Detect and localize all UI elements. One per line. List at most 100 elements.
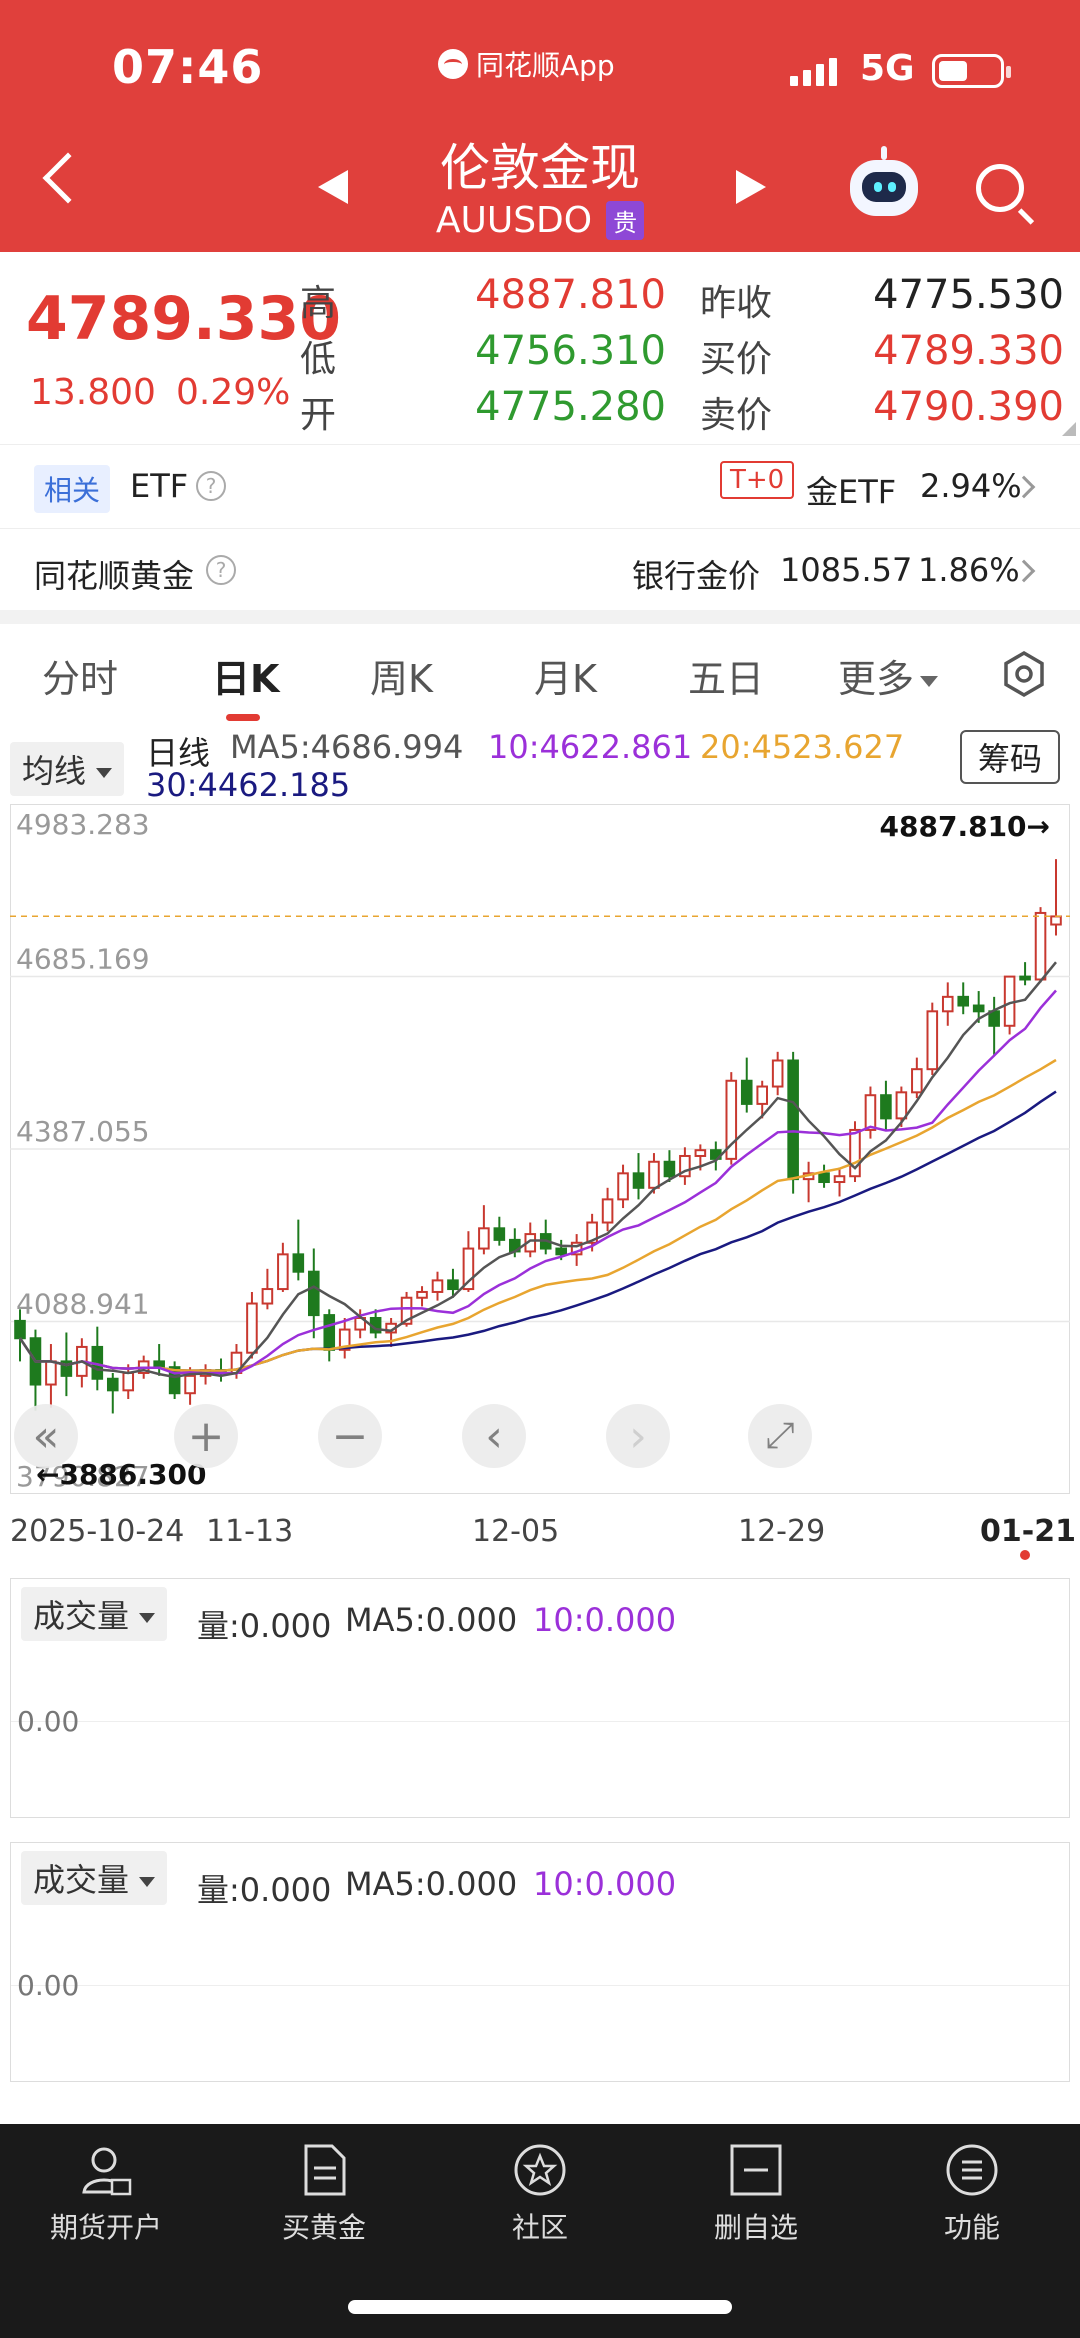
bid-value: 4789.330 bbox=[873, 328, 1064, 374]
volume-zero-label: 0.00 bbox=[17, 1705, 80, 1738]
y-tick-label: 4983.283 bbox=[16, 808, 150, 841]
scroll-right-button[interactable]: › bbox=[606, 1404, 670, 1468]
volume-panel: 成交量 量:0.000 MA5:0.000 10:0.000 0.00 bbox=[10, 1842, 1070, 2082]
dropdown-arrow-icon bbox=[139, 1877, 156, 1887]
prev-close-label: 昨收 bbox=[700, 283, 773, 324]
current-date-dot bbox=[1020, 1550, 1030, 1560]
candle-body bbox=[462, 1247, 475, 1291]
status-app-indicator: 同花顺App bbox=[438, 44, 615, 84]
category-badge: 贵 bbox=[606, 201, 645, 240]
candle-body bbox=[570, 1241, 583, 1256]
nav-buy-gold[interactable]: 买黄金 bbox=[244, 2142, 404, 2246]
volume-selector[interactable]: 成交量 bbox=[21, 1851, 168, 1905]
bank-gold-pct: 1.86% bbox=[918, 551, 1020, 589]
candle-body bbox=[246, 1302, 258, 1354]
network-type: 5G bbox=[860, 48, 915, 89]
volume-ma10: 10:0.000 bbox=[533, 1601, 677, 1639]
ma5-line bbox=[18, 961, 1057, 1379]
nav-futures-account[interactable]: 期货开户 bbox=[26, 2142, 186, 2246]
zoom-out-button[interactable]: − bbox=[318, 1404, 382, 1468]
candle-body bbox=[941, 995, 954, 1013]
dropdown-arrow-icon bbox=[139, 1613, 156, 1623]
candle-body bbox=[1050, 915, 1062, 926]
tab-five-day[interactable]: 五日 bbox=[688, 657, 765, 701]
prev-instrument-button[interactable] bbox=[318, 170, 348, 204]
scroll-left-button[interactable]: ‹ bbox=[462, 1404, 526, 1468]
y-tick-label: 4387.055 bbox=[16, 1115, 150, 1148]
status-app-name: 同花顺App bbox=[476, 49, 615, 82]
t0-badge: T+0 bbox=[720, 461, 795, 499]
gold-etf-pct: 2.94% bbox=[920, 467, 1022, 505]
settings-hexagon-icon[interactable] bbox=[1000, 650, 1048, 698]
candlestick-chart[interactable]: 4983.2834685.1694387.0554088.9413790.827… bbox=[10, 804, 1070, 1494]
related-row[interactable]: 相关 ETF ? T+0 金ETF 2.94% bbox=[0, 444, 1080, 526]
next-instrument-button[interactable] bbox=[736, 170, 766, 204]
help-icon[interactable]: ? bbox=[196, 471, 226, 501]
bank-gold-price: 1085.57 bbox=[780, 551, 913, 589]
ask-label: 卖价 bbox=[700, 395, 773, 436]
expand-corner-icon[interactable] bbox=[1062, 422, 1076, 436]
nav-community[interactable]: 社区 bbox=[460, 2142, 620, 2246]
candle-body bbox=[106, 1377, 119, 1392]
period-tabs: 分时 日K 周K 月K 五日 更多 bbox=[0, 624, 1080, 724]
tab-weekly-k[interactable]: 周K bbox=[370, 657, 433, 701]
candle-body bbox=[972, 1004, 985, 1013]
candle-body bbox=[988, 1010, 1000, 1027]
gold-row[interactable]: 同花顺黄金 ? 银行金价 1085.57 1.86% bbox=[0, 528, 1080, 610]
tab-more[interactable]: 更多 bbox=[838, 648, 939, 703]
battery-icon bbox=[932, 54, 1011, 88]
last-price: 4789.330 bbox=[26, 284, 342, 354]
bid-label: 买价 bbox=[700, 339, 773, 380]
tab-intraday[interactable]: 分时 bbox=[42, 657, 119, 701]
robot-assistant-icon[interactable] bbox=[850, 146, 918, 216]
volume-ma5: MA5:0.000 bbox=[345, 1865, 518, 1903]
candle-body bbox=[307, 1270, 320, 1317]
gold-etf-label: 金ETF bbox=[806, 473, 897, 511]
zoom-in-button[interactable]: + bbox=[174, 1404, 238, 1468]
nav-label: 功能 bbox=[943, 2211, 1000, 2244]
tab-daily-k[interactable]: 日K bbox=[212, 657, 280, 701]
ma-selector[interactable]: 均线 bbox=[10, 742, 125, 796]
rewind-button[interactable]: « bbox=[14, 1404, 78, 1468]
signal-icon bbox=[790, 58, 837, 86]
candle-body bbox=[694, 1149, 707, 1157]
candle-body bbox=[338, 1328, 351, 1351]
related-text: ETF bbox=[130, 467, 189, 505]
menu-circle-icon bbox=[946, 2144, 998, 2196]
x-label: 01-21 bbox=[980, 1514, 1076, 1549]
volume-selector[interactable]: 成交量 bbox=[21, 1587, 168, 1641]
candle-body bbox=[756, 1085, 769, 1105]
candle-body bbox=[725, 1079, 738, 1160]
candle-body bbox=[493, 1227, 506, 1241]
price-change-pct: 0.29% bbox=[176, 372, 291, 413]
open-value: 4775.280 bbox=[475, 384, 666, 430]
candle-body bbox=[184, 1374, 196, 1395]
ask-value: 4790.390 bbox=[873, 384, 1064, 430]
candle-body bbox=[787, 1059, 799, 1181]
fullscreen-button[interactable]: ⤢ bbox=[748, 1404, 812, 1468]
nav-functions[interactable]: 功能 bbox=[892, 2142, 1052, 2246]
help-icon[interactable]: ? bbox=[206, 555, 236, 585]
candle-body bbox=[277, 1253, 289, 1291]
tab-monthly-k[interactable]: 月K bbox=[534, 657, 597, 701]
search-icon[interactable] bbox=[976, 164, 1024, 212]
high-label: 高 bbox=[300, 283, 337, 324]
candle-body bbox=[478, 1227, 490, 1250]
open-label: 开 bbox=[300, 395, 337, 436]
back-chevron-icon[interactable] bbox=[42, 152, 94, 204]
ma20-line bbox=[18, 1058, 1057, 1372]
ma-selector-label: 均线 bbox=[22, 752, 87, 790]
chip-button[interactable]: 筹码 bbox=[960, 730, 1061, 784]
candle-body bbox=[632, 1172, 645, 1189]
candle-body bbox=[601, 1198, 614, 1224]
instrument-code: AUUSDO bbox=[435, 200, 593, 241]
max-price-label: 4887.810→ bbox=[880, 810, 1050, 843]
document-icon bbox=[304, 2144, 346, 2196]
person-icon bbox=[82, 2147, 132, 2196]
ma30-value: 30:4462.185 bbox=[146, 766, 351, 804]
nav-label: 删自选 bbox=[713, 2211, 798, 2244]
nav-remove-watchlist[interactable]: 删自选 bbox=[676, 2142, 836, 2246]
header: 07:46 同花顺App 5G 伦敦金现 AUUSDO 贵 bbox=[0, 0, 1080, 252]
nav-label: 期货开户 bbox=[49, 2211, 162, 2244]
nav-label: 买黄金 bbox=[281, 2211, 366, 2244]
